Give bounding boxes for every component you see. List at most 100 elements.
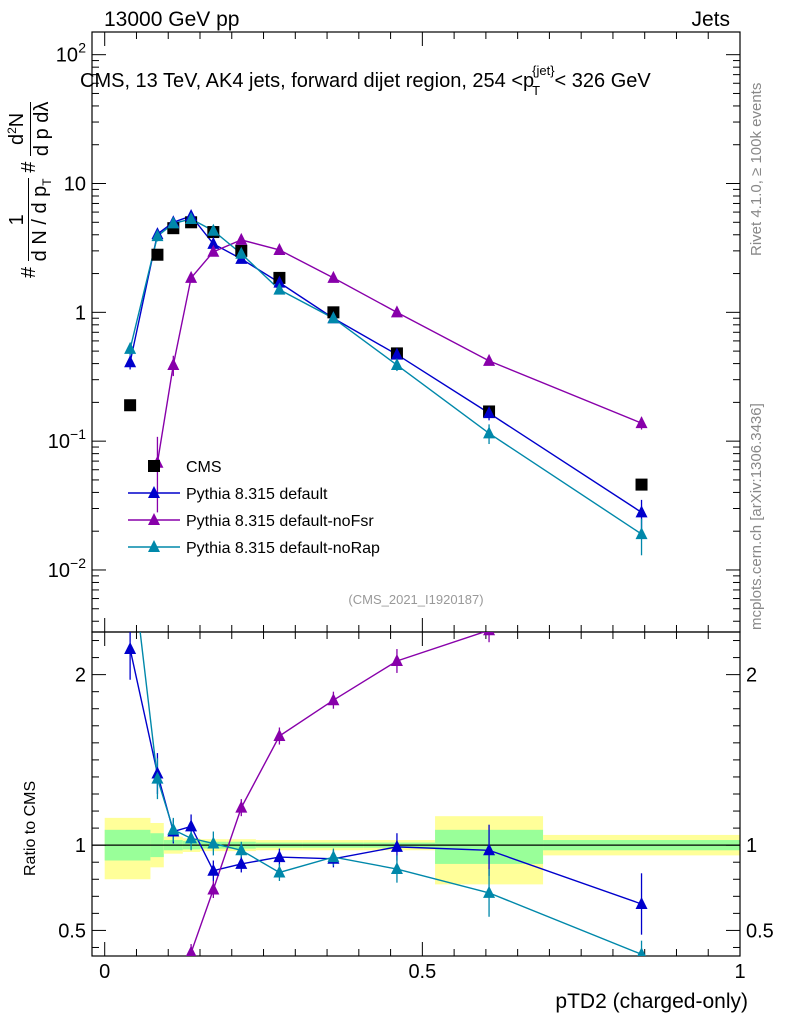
xtick-label: 0 [99,961,110,983]
main-noFsr-line [156,239,642,463]
plot-title-main: CMS, 13 TeV, AK4 jets, forward dijet reg… [80,70,535,92]
ratio-ytick-label-right: 0.5 [746,920,774,942]
noFsr-point [390,653,403,666]
plot-title-tail: < 326 GeV [554,70,651,92]
data-markers [124,208,648,1004]
default-point [273,275,286,288]
noRap-point [483,426,496,439]
header-left: 13000 GeV pp [104,8,240,31]
main-ytick-label: 10 [64,174,86,196]
noRap-point [148,540,160,552]
legend: CMS Pythia 8.315 default Pythia 8.315 defa… [128,459,380,557]
xtick-label: 1 [734,961,745,983]
noRap-point [635,527,648,540]
default-point [390,839,403,852]
default-point [207,236,220,249]
default-point [124,355,137,368]
noFsr-point [635,416,648,429]
ratio-noFsr-line [188,632,487,956]
legend-label-default: Pythia 8.315 default [186,486,328,503]
noRap-point [124,341,137,354]
legend-label-data: CMS [186,459,222,476]
data-point [151,248,164,261]
noRap-point [151,229,164,242]
noFsr-point [273,242,286,255]
legend-label-noFsr: Pythia 8.315 default-noFsr [186,513,374,530]
noFsr-point [167,990,179,1002]
noRap-point [235,843,248,856]
noFsr-point [235,232,248,245]
ratio-ytick-label: 0.5 [58,920,86,942]
main-ytick-exp: −1 [70,426,86,442]
noFsr-point [390,305,403,318]
noFsr-point [483,353,496,366]
axis-ticks [92,32,741,956]
plot-title-T: T [532,83,541,98]
noFsr-point [327,270,340,283]
default-point [635,505,648,518]
noRap-point [185,212,198,225]
plot-title: CMS, 13 TeV, AK4 jets, forward dijet reg… [80,63,661,98]
series-lines [129,215,642,956]
default-point [273,850,286,863]
ratio-ytick-label: 2 [75,665,86,687]
main-ytick-label: 10 [48,560,70,582]
noFsr-point [273,729,286,742]
main-ytick-exp: 2 [78,40,86,56]
default-point [207,863,220,876]
default-point [635,896,648,909]
noRap-point [151,771,164,784]
main-ytick-label: 1 [75,302,86,324]
ratio-noRap-line [139,632,642,955]
main-ytick-label: 10 [56,45,78,67]
error-bars [129,213,643,956]
noRap-point [327,311,340,324]
noFsr-point [185,945,197,956]
noFsr-point [148,513,160,525]
noFsr-point [483,632,496,636]
noRap-point [207,223,220,236]
data-point [148,460,160,472]
main-ytick-exp: −2 [70,555,86,571]
plot-title-jet: {jet} [532,63,555,78]
data-point [635,478,648,491]
data-point [124,399,137,412]
x-axis-label: pTD2 (charged-only) [555,990,748,1013]
xtick-label: 0.5 [408,961,436,983]
noRap-point [235,246,248,259]
noFsr-point [167,358,180,371]
noFsr-point [235,800,248,813]
legend-label-noRap: Pythia 8.315 default-noRap [186,540,380,557]
noRap-point [167,216,180,229]
default-point [235,856,248,869]
noRap-point [390,358,403,371]
noRap-point [185,831,198,844]
noFsr-point [207,882,220,895]
noFsr-point [207,244,220,257]
ratio-default-line [129,648,642,905]
default-point [124,642,137,655]
ratio-ytick-label-right: 2 [746,665,757,687]
noRap-point [124,540,136,552]
main-ytick-label: 10 [48,431,70,453]
ratio-ytick-label: 1 [75,835,86,857]
noRap-point [273,865,286,878]
default-point [390,347,403,360]
noRap-point [167,822,180,835]
noRap-point [483,885,496,898]
noRap-point [327,850,340,863]
noRap-point [390,862,403,875]
ratio-ytick-label-right: 1 [746,835,757,857]
noRap-point [637,947,646,956]
noFsr-point [151,992,163,1004]
noFsr-point [327,693,340,706]
noFsr-point [185,270,198,283]
default-point [483,843,496,856]
analysis-watermark: (CMS_2021_I1920187) [348,592,483,607]
header-right: Jets [691,8,730,31]
default-point [483,406,496,419]
default-point [148,486,160,498]
noRap-point [273,282,286,295]
